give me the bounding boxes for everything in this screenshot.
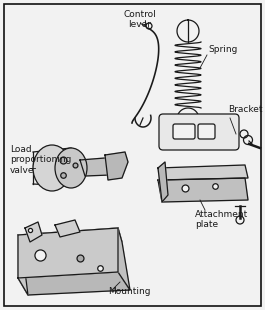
Ellipse shape bbox=[55, 148, 87, 188]
Polygon shape bbox=[105, 152, 128, 180]
Polygon shape bbox=[118, 228, 130, 290]
FancyBboxPatch shape bbox=[198, 124, 215, 139]
Polygon shape bbox=[18, 228, 122, 248]
Polygon shape bbox=[55, 220, 80, 237]
Polygon shape bbox=[80, 158, 112, 176]
Polygon shape bbox=[18, 235, 28, 295]
Polygon shape bbox=[158, 165, 248, 180]
Text: Spring: Spring bbox=[208, 46, 237, 55]
Polygon shape bbox=[18, 272, 130, 295]
FancyBboxPatch shape bbox=[159, 114, 239, 150]
Text: Mounting: Mounting bbox=[108, 287, 151, 296]
Text: Control
lever: Control lever bbox=[124, 10, 156, 29]
Polygon shape bbox=[158, 178, 248, 202]
Polygon shape bbox=[158, 162, 168, 202]
Text: Load
proportioning
valve: Load proportioning valve bbox=[10, 145, 71, 175]
Text: Attachment
plate: Attachment plate bbox=[195, 210, 248, 229]
Text: Bracket: Bracket bbox=[228, 105, 263, 114]
Polygon shape bbox=[25, 222, 42, 242]
Ellipse shape bbox=[33, 145, 71, 191]
Polygon shape bbox=[18, 228, 118, 278]
FancyBboxPatch shape bbox=[173, 124, 195, 139]
